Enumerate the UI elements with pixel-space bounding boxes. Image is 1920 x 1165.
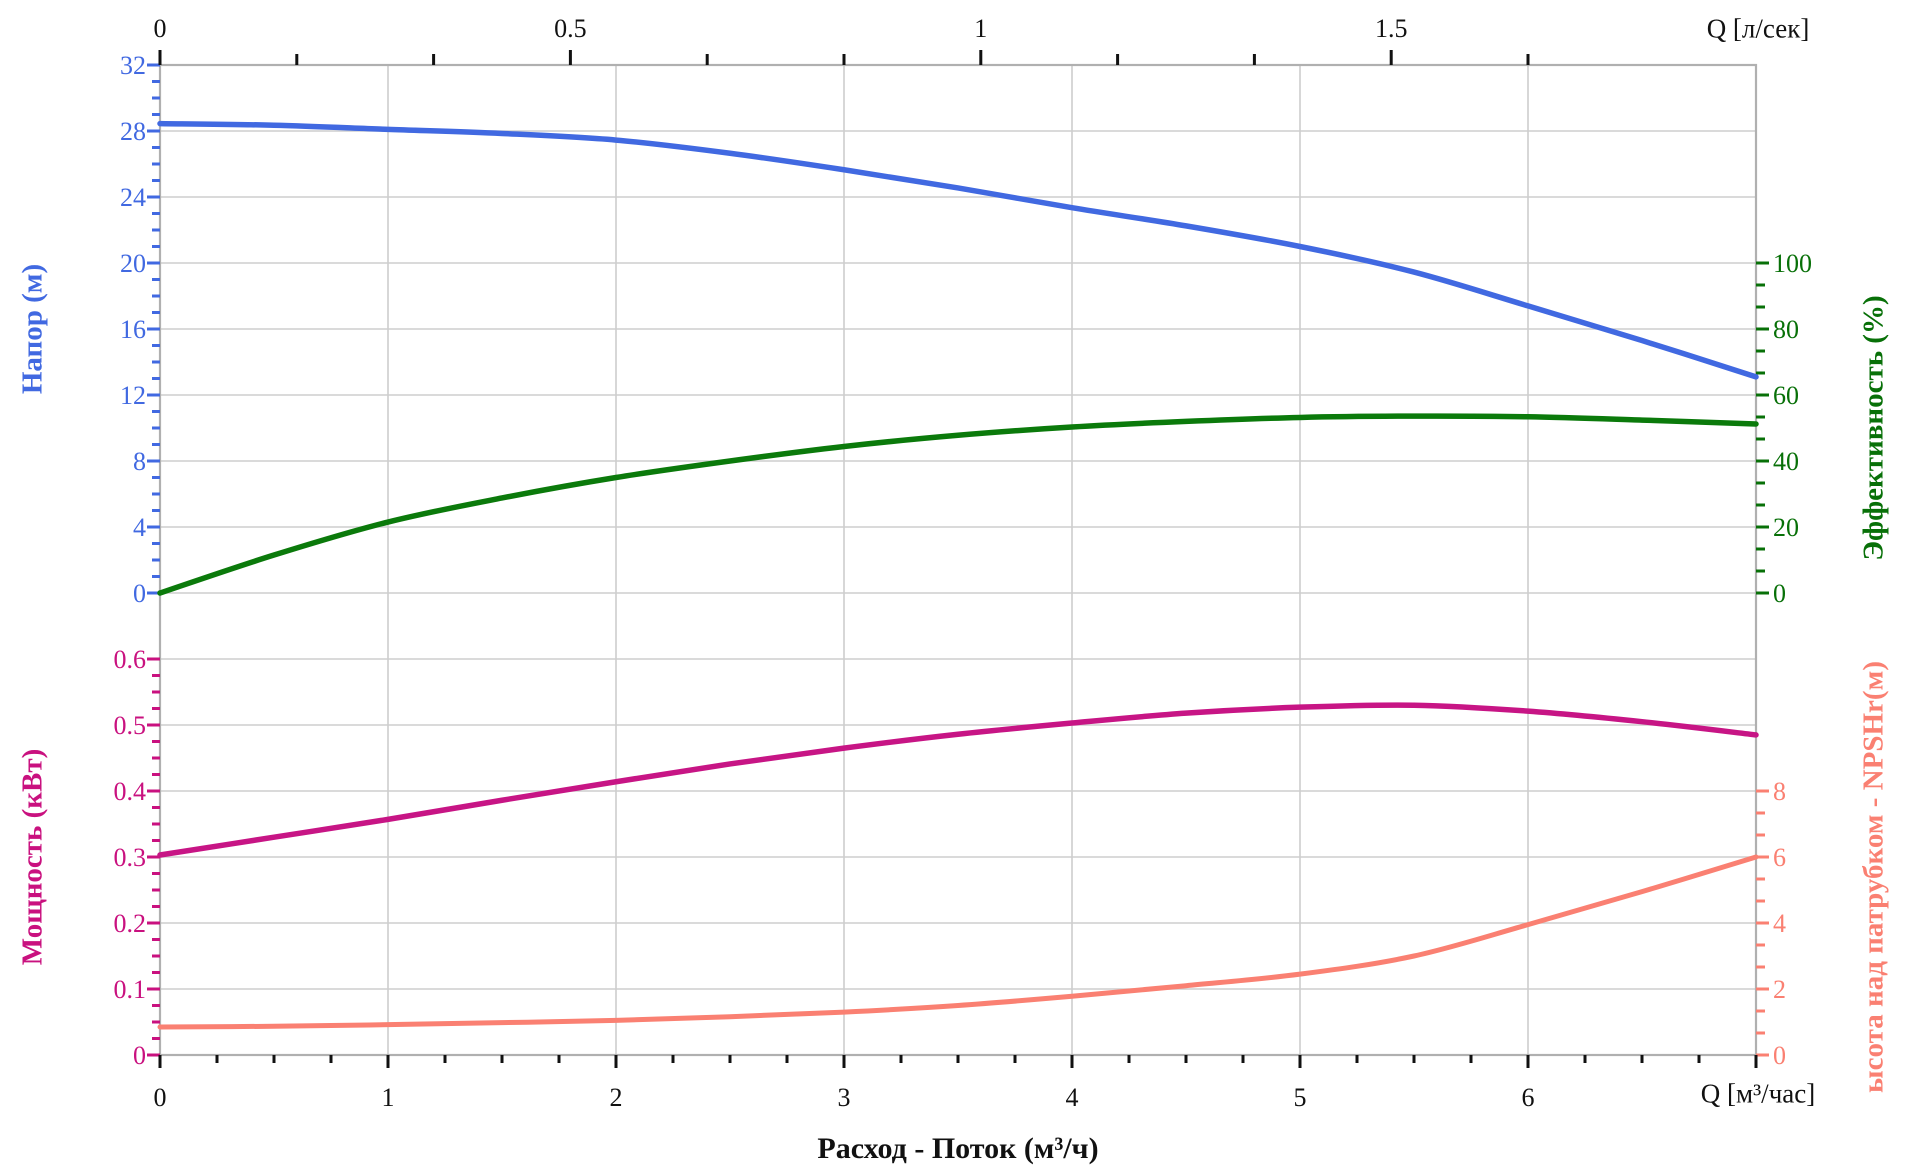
svg-text:4: 4 bbox=[1066, 1083, 1079, 1112]
svg-text:24: 24 bbox=[120, 183, 146, 212]
svg-text:5: 5 bbox=[1294, 1083, 1307, 1112]
svg-text:0.5: 0.5 bbox=[554, 14, 587, 43]
svg-text:28: 28 bbox=[120, 117, 146, 146]
svg-text:0: 0 bbox=[1773, 579, 1786, 608]
x-axis-main-title: Расход - Поток (м³/ч) bbox=[817, 1132, 1099, 1165]
svg-text:3: 3 bbox=[838, 1083, 851, 1112]
svg-text:1.5: 1.5 bbox=[1375, 14, 1408, 43]
head-curve bbox=[157, 120, 1759, 380]
svg-text:0.6: 0.6 bbox=[114, 645, 147, 674]
top-axis-unit-label: Q [л/сек] bbox=[1706, 13, 1810, 44]
svg-text:20: 20 bbox=[120, 249, 146, 278]
svg-text:8: 8 bbox=[133, 447, 146, 476]
svg-text:2: 2 bbox=[610, 1083, 623, 1112]
svg-text:1: 1 bbox=[382, 1083, 395, 1112]
svg-text:32: 32 bbox=[120, 51, 146, 80]
svg-text:6: 6 bbox=[1522, 1083, 1535, 1112]
svg-text:0.3: 0.3 bbox=[114, 843, 147, 872]
svg-text:60: 60 bbox=[1773, 381, 1799, 410]
svg-text:16: 16 bbox=[120, 315, 146, 344]
npsh-axis-title: ысота над патрубком - NPSHr(м) bbox=[1857, 661, 1890, 1093]
svg-text:6: 6 bbox=[1773, 843, 1786, 872]
svg-text:12: 12 bbox=[120, 381, 146, 410]
plot-frame bbox=[158, 63, 1758, 1057]
efficiency-axis-title: Эффективность (%) bbox=[1857, 295, 1890, 561]
svg-text:0: 0 bbox=[154, 1083, 167, 1112]
power-curve bbox=[157, 702, 1759, 858]
svg-text:0: 0 bbox=[133, 579, 146, 608]
svg-text:4: 4 bbox=[1773, 909, 1786, 938]
svg-text:40: 40 bbox=[1773, 447, 1799, 476]
svg-text:100: 100 bbox=[1773, 249, 1812, 278]
svg-text:8: 8 bbox=[1773, 777, 1786, 806]
svg-text:0.2: 0.2 bbox=[114, 909, 147, 938]
npsh-curve bbox=[157, 854, 1759, 1030]
svg-text:20: 20 bbox=[1773, 513, 1799, 542]
svg-text:0.5: 0.5 bbox=[114, 711, 147, 740]
svg-text:0.1: 0.1 bbox=[114, 975, 147, 1004]
head-axis-title: Напор (м) bbox=[16, 263, 49, 395]
svg-text:4: 4 bbox=[133, 513, 146, 542]
power-axis-title: Мощность (кВт) bbox=[16, 748, 49, 966]
svg-text:0: 0 bbox=[133, 1041, 146, 1070]
efficiency-curve bbox=[157, 413, 1759, 596]
svg-text:1: 1 bbox=[974, 14, 987, 43]
svg-text:0: 0 bbox=[1773, 1041, 1786, 1070]
svg-text:0: 0 bbox=[154, 14, 167, 43]
svg-text:2: 2 bbox=[1773, 975, 1786, 1004]
bottom-axis-unit-label: Q [м³/час] bbox=[1700, 1078, 1816, 1109]
svg-text:80: 80 bbox=[1773, 315, 1799, 344]
svg-text:0.4: 0.4 bbox=[114, 777, 147, 806]
